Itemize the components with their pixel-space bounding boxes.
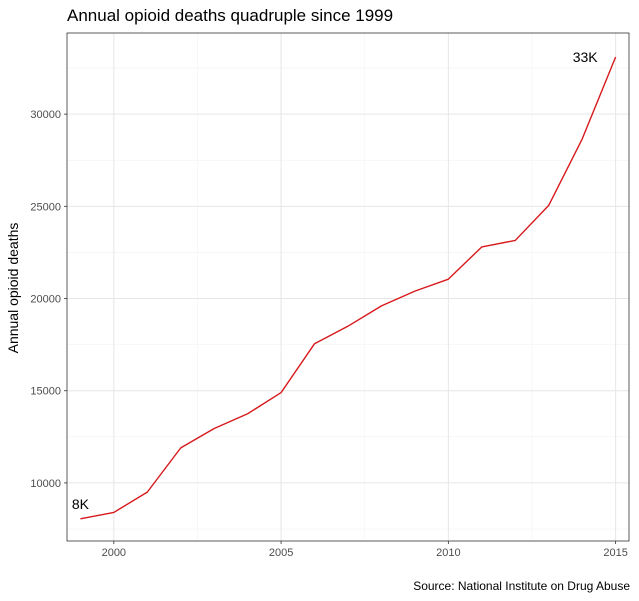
- y-tick-label: 20000: [30, 294, 61, 306]
- plot-area: 8K 33K: [66, 32, 630, 542]
- panel-border: [66, 32, 630, 542]
- y-tick-label: 10000: [30, 478, 61, 490]
- annotation-label-0: 8K: [72, 496, 90, 512]
- series-line-0: [80, 56, 617, 520]
- x-tick-label: 2015: [603, 547, 627, 559]
- series-layer: [80, 56, 617, 520]
- y-tick-label: 30000: [30, 109, 61, 121]
- annotation-label-1: 33K: [573, 49, 599, 65]
- y-tick-label: 25000: [30, 201, 61, 213]
- grid: [67, 33, 629, 541]
- y-axis: 10000 15000 20000 25000 30000: [30, 109, 67, 490]
- annotations: 8K 33K: [72, 49, 598, 512]
- y-axis-label: Annual opioid deaths: [5, 223, 21, 354]
- chart-caption: Source: National Institute on Drug Abuse: [413, 579, 630, 593]
- x-axis: 2000 2005 2010 2015: [102, 541, 628, 559]
- x-tick-label: 2000: [102, 547, 126, 559]
- chart-title: Annual opioid deaths quadruple since 199…: [67, 6, 393, 25]
- x-tick-label: 2005: [269, 547, 293, 559]
- x-tick-label: 2010: [436, 547, 460, 559]
- y-tick-label: 15000: [30, 386, 61, 398]
